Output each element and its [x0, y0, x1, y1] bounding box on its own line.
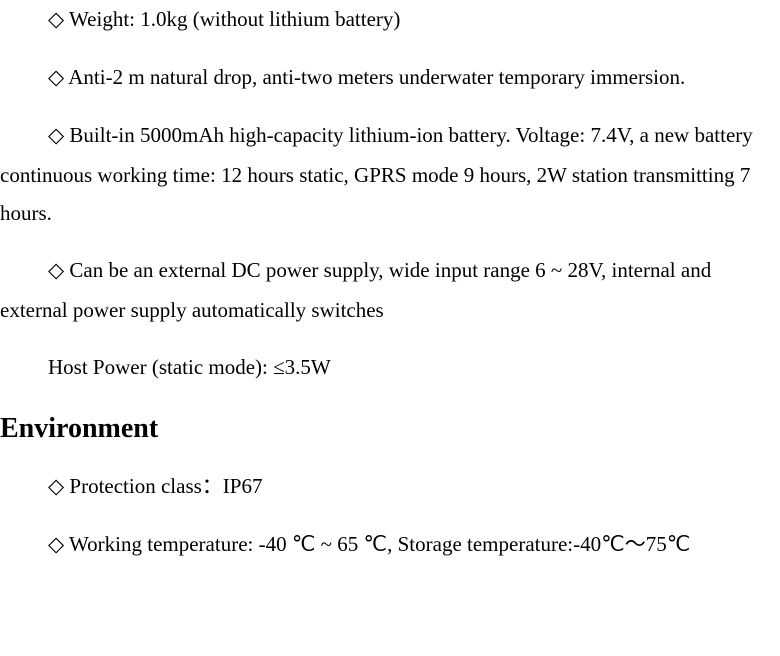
diamond-icon: ◇ — [48, 66, 64, 89]
diamond-icon: ◇ — [48, 533, 64, 556]
diamond-icon: ◇ — [48, 8, 64, 31]
host-power-line: Host Power (static mode): ≤3.5W — [0, 348, 780, 387]
env-item: ◇ Protection class：IP67 — [0, 467, 780, 507]
env-text-content: Protection class：IP67 — [69, 474, 262, 498]
spec-text-content: Built-in 5000mAh high-capacity lithium-i… — [0, 123, 753, 226]
spec-item: ◇ Can be an external DC power supply, wi… — [0, 251, 780, 330]
diamond-icon: ◇ — [48, 124, 64, 147]
spec-item: ◇ Anti-2 m natural drop, anti-two meters… — [0, 58, 780, 98]
diamond-icon: ◇ — [48, 475, 64, 498]
section-heading-environment: Environment — [0, 413, 780, 445]
spec-item: ◇ Built-in 5000mAh high-capacity lithium… — [0, 116, 780, 234]
spec-item: ◇ Weight: 1.0kg (without lithium battery… — [0, 0, 780, 40]
env-item: ◇ Working temperature: -40 ℃ ~ 65 ℃, Sto… — [0, 525, 780, 565]
document-page: ◇ Weight: 1.0kg (without lithium battery… — [0, 0, 780, 564]
spec-text-content: Weight: 1.0kg (without lithium battery) — [69, 7, 400, 31]
spec-text-content: Anti-2 m natural drop, anti-two meters u… — [68, 65, 685, 89]
diamond-icon: ◇ — [48, 259, 64, 282]
env-text-content: Working temperature: -40 ℃ ~ 65 ℃, Stora… — [69, 532, 690, 556]
spec-text-content: Can be an external DC power supply, wide… — [0, 258, 711, 322]
